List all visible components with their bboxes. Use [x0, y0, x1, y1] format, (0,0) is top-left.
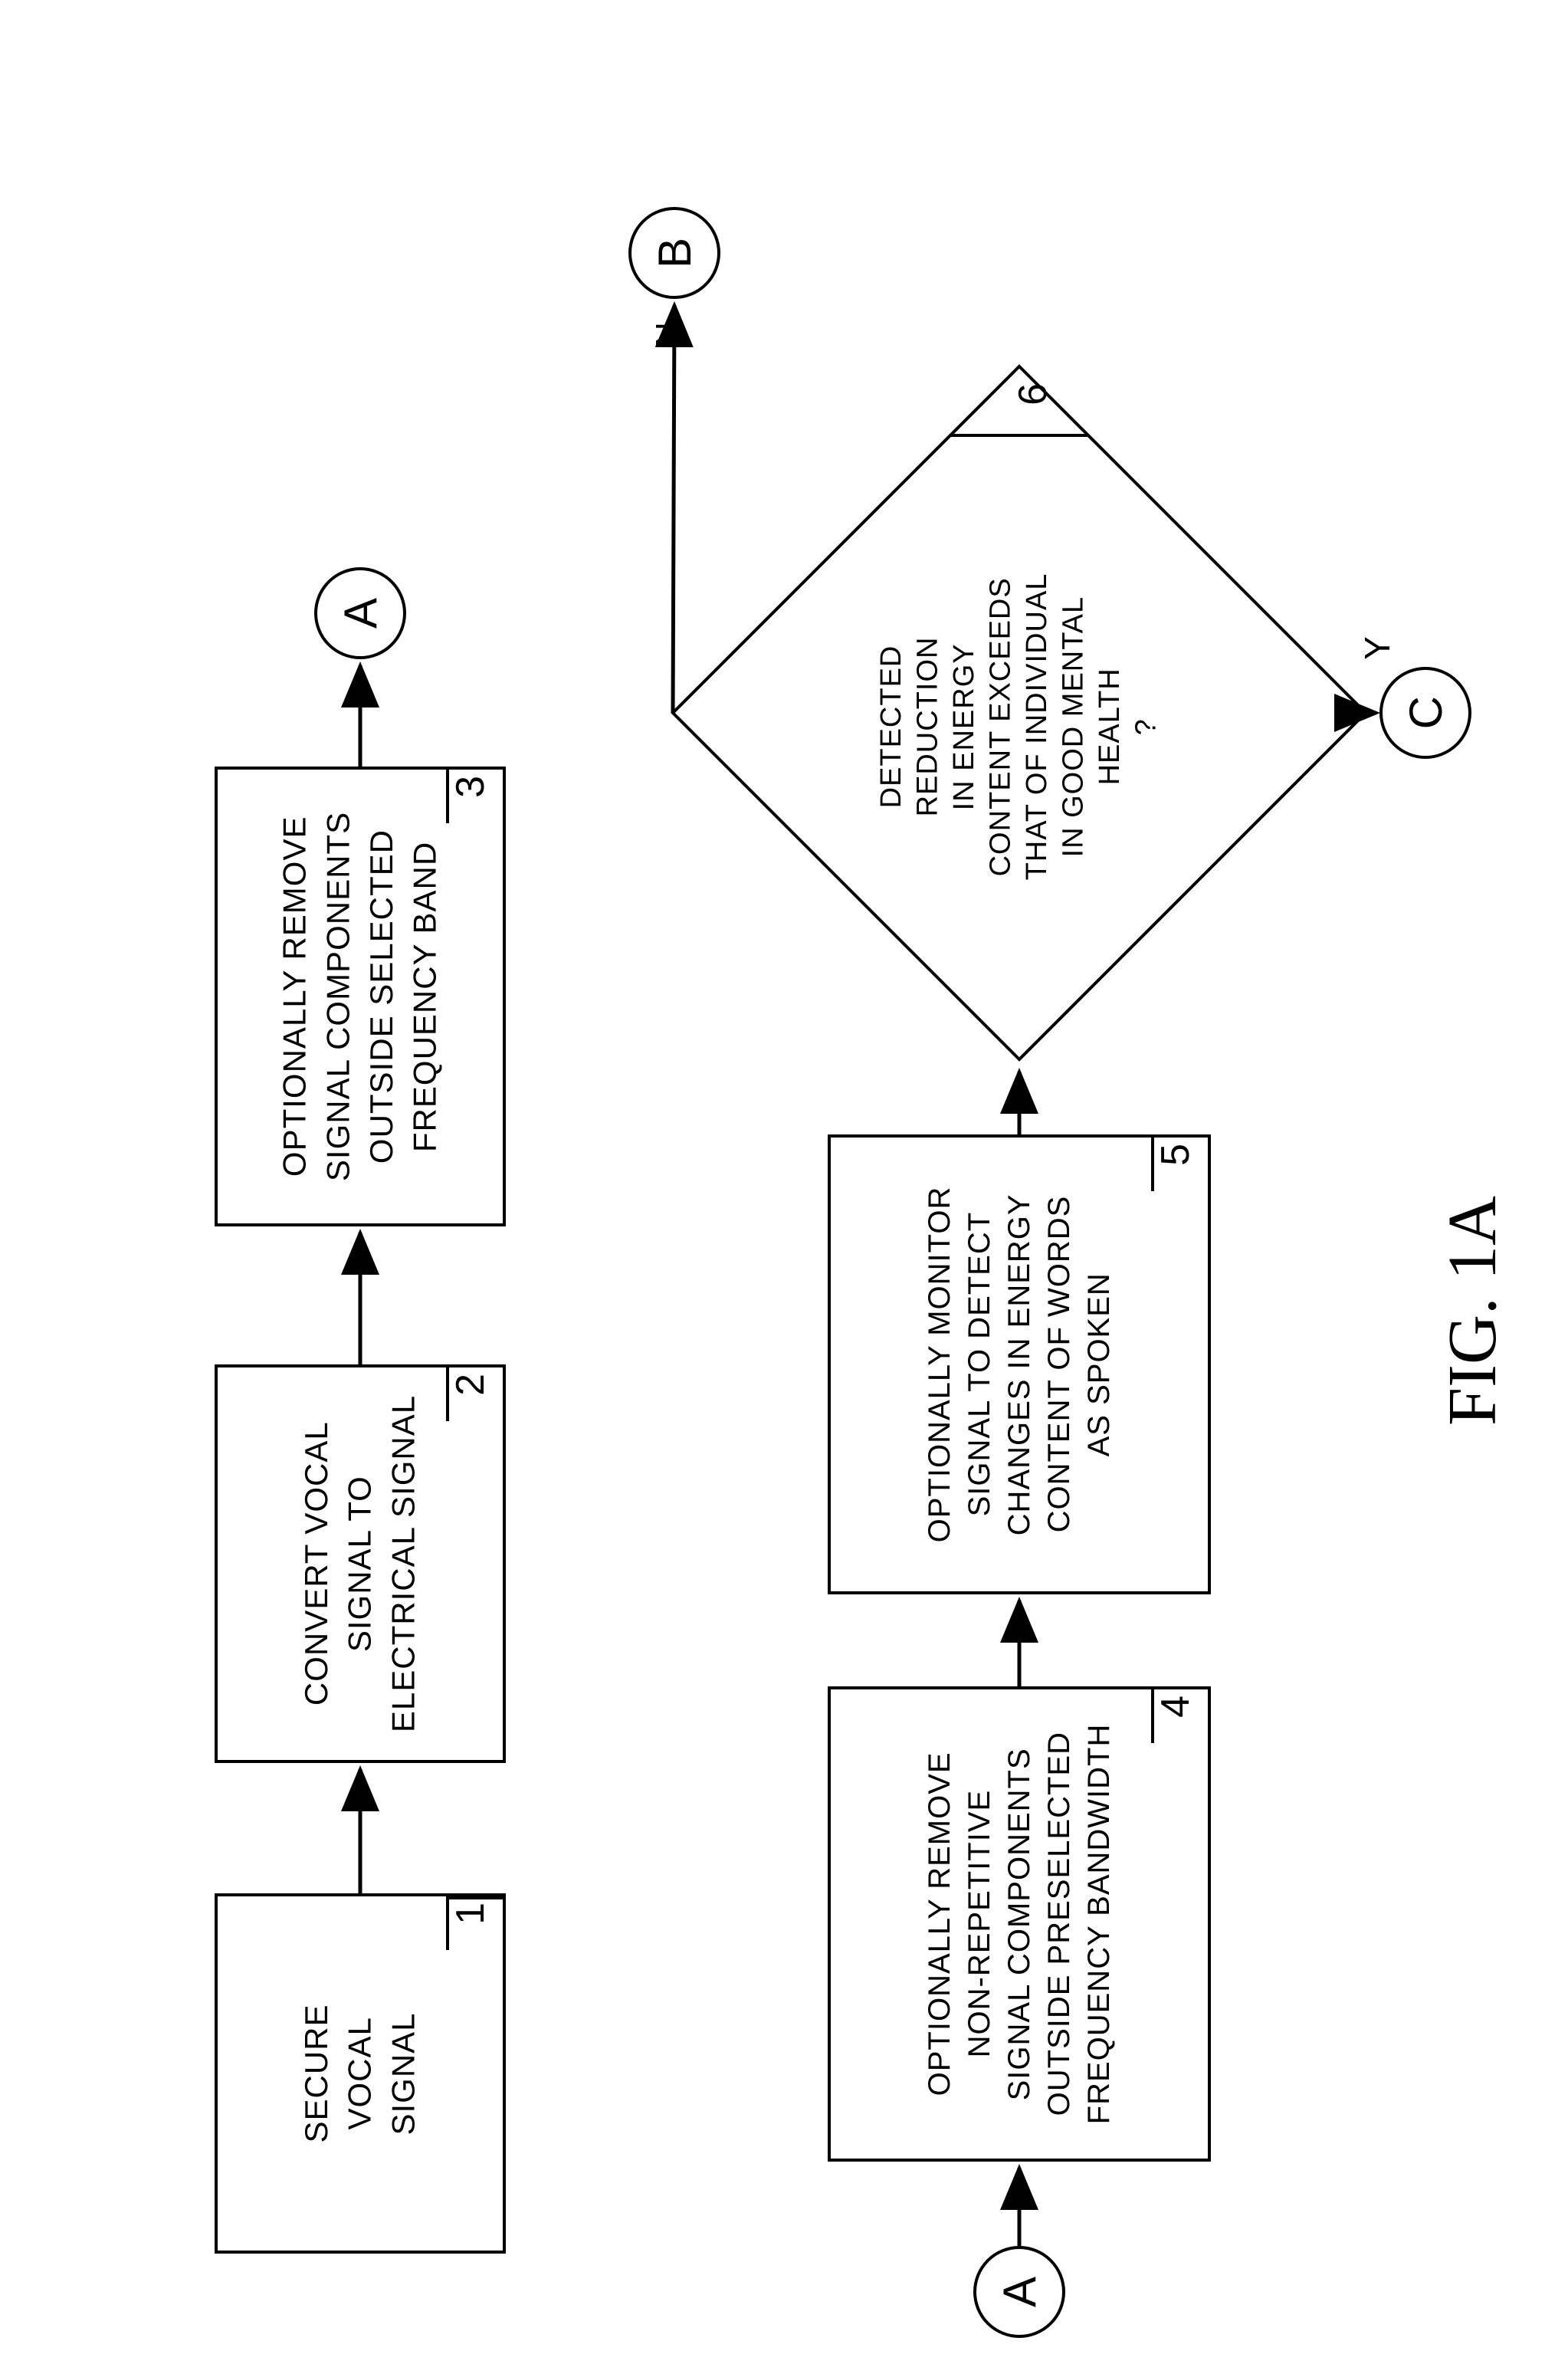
box-1-label: SECURE VOCAL SIGNAL	[295, 2004, 425, 2142]
box-4-number: 4	[1153, 1696, 1199, 1718]
box-6-label: DETECTED REDUCTION IN ENERGY CONTENT EXC…	[874, 573, 1165, 881]
connector-a-bottom-label: A	[993, 2277, 1046, 2307]
connector-c: C	[1379, 667, 1471, 759]
figure-label: FIG. 1A	[1433, 1196, 1512, 1426]
box-1-number: 1	[448, 1903, 494, 1925]
box-3-label: OPTIONALLY REMOVE SIGNAL COMPONENTS OUTS…	[274, 812, 448, 1181]
decision-no-label: N	[648, 322, 689, 347]
box-5-number: 5	[1153, 1144, 1199, 1166]
box-2-label: CONVERT VOCAL SIGNAL TO ELECTRICAL SIGNA…	[295, 1395, 425, 1732]
process-box-5: 5 OPTIONALLY MONITOR SIGNAL TO DETECT CH…	[828, 1134, 1211, 1594]
decision-box-6: 6 DETECTED REDUCTION IN ENERGY CONTENT E…	[667, 360, 1372, 1065]
decision-yes-label: Y	[1356, 636, 1398, 660]
connector-c-label: C	[1399, 696, 1452, 729]
process-box-1: 1 SECURE VOCAL SIGNAL	[215, 1893, 506, 2254]
process-box-3: 3 OPTIONALLY REMOVE SIGNAL COMPONENTS OU…	[215, 767, 506, 1226]
box-6-number: 6	[1010, 383, 1056, 405]
box-4-label: OPTIONALLY REMOVE NON-REPETITIVE SIGNAL …	[920, 1724, 1119, 2125]
box-5-label: OPTIONALLY MONITOR SIGNAL TO DETECT CHAN…	[920, 1187, 1119, 1543]
connector-a-bottom: A	[973, 2246, 1065, 2338]
box-2-number: 2	[448, 1374, 494, 1396]
connector-a-top-label: A	[334, 598, 387, 629]
box-3-number: 3	[448, 776, 494, 798]
process-box-4: 4 OPTIONALLY REMOVE NON-REPETITIVE SIGNA…	[828, 1686, 1211, 2162]
connector-b: B	[628, 207, 720, 299]
connector-a-top: A	[314, 567, 406, 659]
connector-b-label: B	[648, 238, 701, 268]
process-box-2: 2 CONVERT VOCAL SIGNAL TO ELECTRICAL SIG…	[215, 1364, 506, 1763]
